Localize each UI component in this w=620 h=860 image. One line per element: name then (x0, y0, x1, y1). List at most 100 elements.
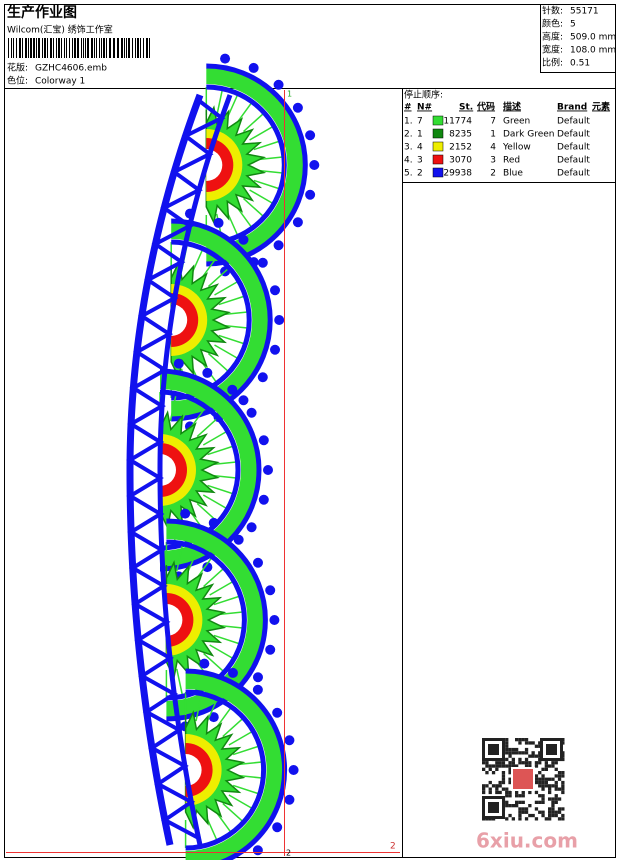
qr-cell (521, 738, 525, 742)
frame-label: 1 (287, 90, 292, 99)
qr-cell (531, 751, 535, 755)
qr-cell (515, 764, 519, 768)
qr-cell (528, 804, 532, 808)
qr-cell (561, 780, 565, 785)
band-edge (185, 689, 267, 851)
qr-cell (501, 777, 506, 781)
scallop-dot (270, 285, 281, 296)
bar (132, 38, 133, 58)
row-index: 1. (404, 117, 413, 127)
qr-cell (495, 761, 499, 765)
qr-cell (508, 771, 512, 775)
design-file: GZHC4606.emb (35, 64, 107, 74)
qr-cell (541, 784, 545, 788)
qr-cell (544, 764, 548, 768)
qr-cell (557, 774, 562, 778)
bar (74, 38, 76, 58)
stats: 针数: 55171 颜色: 5 高度: 509.0 mm 宽度: 108.0 mm 比例: 0.5… (542, 5, 616, 69)
bar (106, 38, 107, 58)
qr-cell (554, 767, 558, 771)
page-border (4, 4, 616, 858)
qr-cell (561, 787, 565, 791)
scallop-dot (208, 712, 219, 723)
qr-cell (538, 777, 542, 781)
scallop-dot (202, 367, 213, 378)
qr-cell (482, 790, 486, 795)
qr-finder (488, 744, 499, 755)
spoke (176, 668, 184, 697)
bar (146, 38, 148, 58)
row-index: 2. (404, 130, 413, 140)
bar (72, 38, 73, 58)
qr-cell (501, 774, 506, 778)
scallop-dot (263, 465, 273, 475)
qr-cell (511, 817, 515, 821)
qr-cell (541, 767, 545, 771)
qr-cell (511, 751, 515, 755)
qr-finder (546, 744, 557, 755)
color-swatch (432, 167, 444, 178)
ring (185, 754, 202, 786)
bar (87, 38, 89, 58)
qr-cell (534, 764, 539, 768)
qr-cell (515, 790, 519, 795)
qr-cell (548, 777, 552, 781)
spoke (203, 652, 225, 673)
scallop-dot (252, 672, 263, 683)
qr-cell (505, 738, 509, 742)
qr-cell (524, 817, 529, 821)
bar (91, 38, 93, 58)
spoke (209, 580, 235, 596)
band-edge (159, 368, 262, 572)
qr-cell (541, 797, 545, 801)
frame-label: 2 (286, 849, 291, 858)
stat-value: 55171 (570, 7, 599, 17)
column-header: 描述 (503, 101, 521, 113)
qr-cell (485, 784, 489, 788)
scallop-dot (273, 79, 284, 90)
qr-cell (508, 761, 512, 765)
qr-cell (505, 757, 509, 762)
column-header: 代码 (476, 101, 495, 113)
brand: Default (557, 130, 590, 140)
qr-cell (518, 757, 522, 762)
qr-cell (498, 780, 502, 785)
qr-cell (508, 754, 512, 758)
scallop-dot (292, 102, 303, 113)
scallop-dot (252, 845, 263, 856)
spoke (253, 140, 281, 151)
colorway: Colorway 1 (35, 77, 85, 87)
qr-cell (521, 810, 525, 814)
qr-cell (531, 754, 535, 758)
qr-cell (534, 744, 539, 748)
qr-cell (557, 777, 562, 781)
qr-cell (544, 784, 548, 788)
qr-cell (524, 764, 529, 768)
qr-cell (548, 787, 552, 791)
qr-cell (544, 780, 548, 785)
qr-cell (485, 764, 489, 768)
spoke (207, 445, 235, 456)
bar (53, 38, 54, 58)
qr-cell (551, 800, 555, 804)
needle: 4 (417, 143, 423, 153)
scallop-dot (270, 344, 281, 355)
spoke (207, 267, 230, 288)
qr-cell (505, 800, 509, 804)
qr-cell (551, 804, 555, 808)
stat-value: 108.0 mm (570, 46, 616, 56)
bar (11, 38, 12, 58)
qr-cell (554, 794, 558, 798)
scallop-dot (257, 372, 268, 383)
qr-cell (505, 790, 509, 795)
qr-cell (554, 800, 558, 804)
qr-cell (482, 761, 486, 765)
qr-cell (557, 817, 562, 821)
qr-cell (491, 764, 496, 768)
spoke (242, 197, 265, 218)
bar (96, 38, 97, 58)
qr-cell (551, 784, 555, 788)
watermark: 6xiu.com (476, 829, 578, 853)
bar (101, 38, 102, 58)
